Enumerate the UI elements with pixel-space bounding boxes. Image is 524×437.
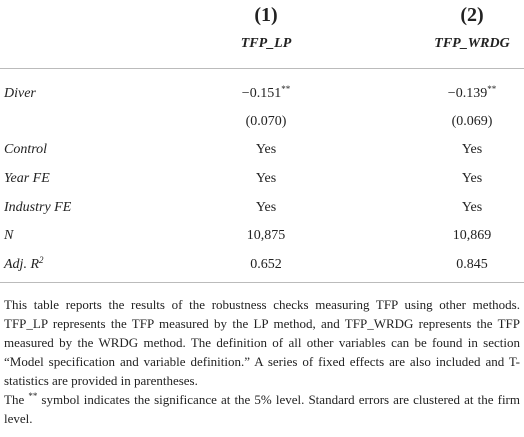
column-number: (2) <box>460 4 484 26</box>
row-label: Diver <box>4 86 36 102</box>
row-label-text: Year FE <box>4 171 50 186</box>
cell-text: Yes <box>255 200 277 215</box>
cell: Yes <box>186 171 346 187</box>
notes: This table reports the results of the ro… <box>4 295 520 428</box>
row-label-text: Adj. R <box>4 257 39 272</box>
cell: −0.139** <box>392 84 524 102</box>
cell-sup: ** <box>487 84 497 94</box>
note: The ** symbol indicates the significance… <box>4 390 520 428</box>
row-label-text: N <box>4 228 14 243</box>
cell-text: Yes <box>461 200 483 215</box>
cell: Yes <box>186 142 346 158</box>
cell-text: 10,875 <box>246 228 286 243</box>
row-label: Year FE <box>4 171 50 187</box>
cell-text: (0.070) <box>245 114 287 129</box>
cell: Yes <box>186 200 346 216</box>
row-label-sup: 2 <box>39 255 44 265</box>
row-label: Control <box>4 142 47 158</box>
cell-sup: ** <box>281 84 291 94</box>
cell: 10,869 <box>392 228 524 244</box>
cell-text: Yes <box>255 171 277 186</box>
cell: 0.845 <box>392 257 524 273</box>
cell: (0.070) <box>186 114 346 130</box>
cell-text: Yes <box>461 171 483 186</box>
cell-text: −0.151 <box>241 86 282 101</box>
cell: Yes <box>392 171 524 187</box>
row-label-text: Control <box>4 142 48 157</box>
cell: 0.652 <box>186 257 346 273</box>
cell: (0.069) <box>392 114 524 130</box>
cell: Yes <box>392 142 524 158</box>
note-text: The <box>4 392 29 407</box>
cell-text: 10,869 <box>452 228 492 243</box>
cell: Yes <box>392 200 524 216</box>
rule <box>0 282 524 283</box>
row-label: N <box>4 228 13 244</box>
column-number: (1) <box>254 4 278 26</box>
cell: 10,875 <box>186 228 346 244</box>
cell-text: 0.845 <box>456 257 488 272</box>
row-label: Industry FE <box>4 200 71 216</box>
note: This table reports the results of the ro… <box>4 297 520 388</box>
cell-text: Yes <box>461 142 483 157</box>
cell-text: −0.139 <box>447 86 488 101</box>
row-label-text: Diver <box>4 86 36 101</box>
column-name: TFP_LP <box>240 36 292 51</box>
row-label-text: Industry FE <box>4 200 72 215</box>
cell: −0.151** <box>186 84 346 102</box>
note-sup: ** <box>28 391 38 401</box>
cell-text: (0.069) <box>451 114 493 129</box>
column-name: TFP_WRDG <box>434 36 510 51</box>
cell-text: Yes <box>255 142 277 157</box>
note-text: symbol indicates the significance at the… <box>4 392 520 426</box>
cell-text: 0.652 <box>250 257 282 272</box>
rule <box>0 68 524 69</box>
row-label: Adj. R2 <box>4 255 44 273</box>
